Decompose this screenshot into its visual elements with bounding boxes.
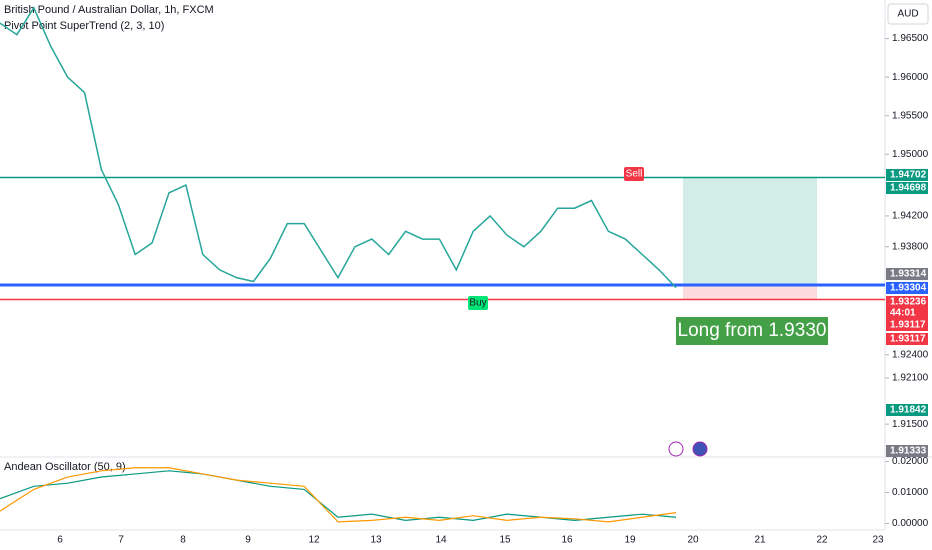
x-tick-label: 23 — [872, 535, 884, 546]
y-tick-label: 1.94200 — [892, 211, 929, 222]
price-tag — [886, 333, 928, 345]
price-tag — [886, 319, 928, 331]
price-tag-label: 1.93236 — [890, 297, 927, 308]
y-tick-label: 1.96000 — [892, 72, 929, 83]
y-tick-label: 1.95000 — [892, 149, 929, 160]
x-tick-label: 22 — [816, 535, 828, 546]
target-zone — [683, 177, 817, 286]
x-tick-label: 16 — [561, 535, 573, 546]
price-tag-label: 1.93117 — [890, 334, 926, 345]
price-tag-label: 1.93314 — [890, 269, 927, 280]
sell-label: Sell — [626, 169, 643, 180]
event-icon[interactable] — [668, 441, 684, 457]
x-tick-label: 21 — [754, 535, 766, 546]
buy-label: Buy — [469, 298, 486, 309]
price-tag — [886, 445, 928, 457]
price-line — [0, 6, 677, 289]
x-tick-label: 15 — [499, 535, 511, 546]
chart-title: British Pound / Australian Dollar, 1h, F… — [4, 4, 214, 16]
y-tick-label: 0.00000 — [892, 518, 929, 529]
y-tick-label: 0.01000 — [892, 487, 929, 498]
price-tag — [886, 268, 928, 280]
price-tag-label: 1.93117 — [890, 320, 926, 331]
price-tag-label: 44:01 — [890, 308, 916, 319]
x-tick-label: 9 — [245, 535, 251, 546]
annotation-box — [676, 317, 828, 345]
y-tick-label: 1.95500 — [892, 110, 929, 121]
flag-icon[interactable] — [692, 441, 708, 457]
price-tag — [886, 182, 928, 194]
y-tick-label: 1.92400 — [892, 349, 929, 360]
price-tag — [886, 169, 928, 181]
indicator-title: Pivot Point SuperTrend (2, 3, 10) — [4, 20, 164, 32]
y-tick-label: 1.92100 — [892, 373, 929, 384]
x-tick-label: 12 — [308, 535, 320, 546]
buy-signal — [468, 296, 488, 310]
oscillator-line — [0, 467, 677, 523]
price-tag-label: 1.94698 — [890, 183, 927, 194]
price-tag-label: 1.94702 — [890, 170, 927, 181]
price-tag-label: 1.91333 — [890, 446, 927, 457]
price-tag — [886, 282, 928, 294]
sell-signal — [624, 167, 644, 181]
y-tick-label: 1.93800 — [892, 241, 929, 252]
x-tick-label: 7 — [118, 535, 124, 546]
x-tick-label: 8 — [180, 535, 186, 546]
x-tick-label: 19 — [624, 535, 636, 546]
price-tag — [886, 296, 928, 308]
y-tick-label: 0.02000 — [892, 456, 929, 467]
price-tag — [886, 307, 928, 319]
y-tick-label: 1.96500 — [892, 33, 929, 44]
oscillator-line — [0, 470, 677, 521]
x-tick-label: 14 — [435, 535, 447, 546]
currency[interactable]: AUD — [897, 9, 918, 20]
x-tick-label: 6 — [57, 535, 63, 546]
price-tag-label: 1.91842 — [890, 405, 927, 416]
annotation: Long from 1.9330 — [678, 320, 827, 341]
y-tick-label: 1.91500 — [892, 419, 929, 430]
stop-zone — [683, 285, 817, 300]
currency-box[interactable] — [887, 3, 929, 25]
x-tick-label: 20 — [687, 535, 699, 546]
price-tag-label: 1.93304 — [890, 283, 927, 294]
price-tag — [886, 404, 928, 416]
oscillator-title: Andean Oscillator (50, 9) — [4, 461, 126, 473]
x-tick-label: 13 — [370, 535, 382, 546]
